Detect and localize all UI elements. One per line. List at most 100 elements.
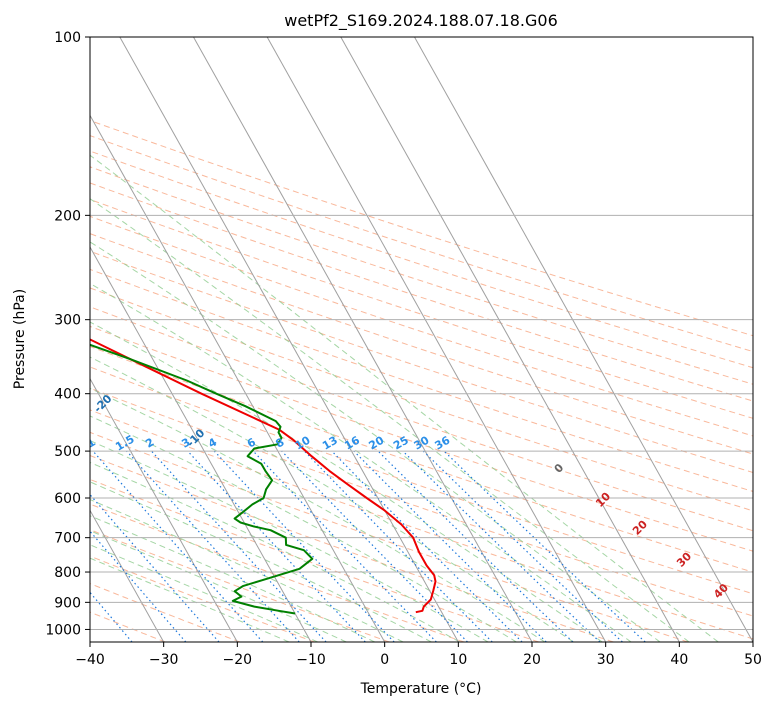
isotherm	[90, 114, 386, 642]
x-axis: −40 −30 −20 −10 0 10 20 30 40 50	[75, 642, 762, 668]
x-tick-label: −10	[296, 652, 326, 668]
plot-area	[90, 37, 753, 642]
moist-adiabat	[90, 440, 489, 642]
x-tick-label: 30	[597, 652, 615, 668]
x-tick-label: 0	[380, 652, 389, 668]
moist-adiabat	[90, 415, 517, 642]
isotherm	[90, 246, 312, 642]
y-tick-label: 500	[54, 444, 81, 460]
dry-adiabat	[90, 431, 689, 642]
moist-adiabat	[90, 154, 719, 642]
mixing-ratio-line	[213, 450, 395, 642]
mixing-ratio-line	[353, 450, 547, 642]
isotherm	[90, 377, 238, 642]
x-axis-label: Temperature (°C)	[360, 681, 482, 697]
moist-adiabat	[90, 356, 574, 642]
dry-adiabat	[90, 287, 753, 512]
x-tick-label: −40	[75, 652, 105, 668]
mixing-ratio-label: 25	[391, 434, 411, 453]
dry-adiabat-label: -20	[91, 392, 114, 415]
y-tick-label: 700	[54, 531, 81, 547]
dry-adiabat	[90, 215, 753, 437]
x-tick-label: 50	[744, 652, 762, 668]
data-lines	[90, 338, 437, 615]
moist-adiabat	[90, 282, 632, 642]
x-tick-label: −30	[149, 652, 179, 668]
mixing-ratio-label: 1	[85, 436, 98, 451]
chart-title: wetPf2_S169.2024.188.07.18.G06	[284, 11, 558, 31]
y-tick-label: 900	[54, 595, 81, 611]
moist-adiabat-label: 0	[552, 461, 567, 476]
moist-adiabat	[90, 461, 460, 642]
mixing-ratio-line	[377, 450, 574, 642]
isopleth-labels: -100-90-80-70-60-50-40-30-20-100.10.20.4…	[8, 392, 731, 601]
mixing-ratio-line	[90, 530, 187, 642]
dry-adiabat	[90, 233, 753, 455]
mixing-ratio-line	[331, 450, 523, 642]
isotherm	[340, 37, 680, 642]
isotherm	[119, 37, 459, 642]
mixing-ratio-label: 20	[366, 433, 386, 452]
x-tick-label: 40	[670, 652, 688, 668]
y-axis-label: Pressure (hPa)	[12, 289, 28, 389]
y-tick-label: 300	[54, 313, 81, 329]
dry-adiabat	[90, 325, 753, 552]
dry-adiabat	[90, 529, 390, 642]
moist-adiabat	[90, 499, 404, 642]
y-tick-label: 200	[54, 208, 81, 224]
sounding-line	[90, 343, 314, 615]
mixing-ratio-label: 4	[206, 435, 219, 450]
dry-adiabat	[90, 345, 753, 573]
moist-adiabat	[90, 387, 546, 642]
dry-adiabat	[90, 555, 315, 642]
y-tick-label: 100	[54, 30, 81, 46]
mixing-ratio-line	[187, 450, 366, 642]
mixing-ratio-line	[151, 450, 327, 642]
dry-adiabat	[90, 455, 614, 642]
mixing-ratio-line	[443, 450, 646, 642]
dry-adiabat	[90, 119, 753, 337]
dry-adiabat	[90, 135, 753, 353]
isotherm	[414, 37, 753, 642]
mixing-ratio-line	[422, 450, 623, 642]
moist-adiabat	[90, 515, 376, 642]
dry-adiabat	[90, 409, 753, 640]
mixing-ratio-label: 0.4	[8, 432, 32, 453]
mixing-ratio-line	[252, 450, 437, 642]
mixing-ratio-label: 16	[342, 433, 362, 452]
mixing-ratio-line	[126, 450, 300, 642]
mixing-ratio-line	[90, 493, 220, 642]
moist-adiabat	[90, 321, 603, 642]
y-tick-label: 400	[54, 387, 81, 403]
dry-adiabat	[90, 250, 753, 474]
x-tick-label: 20	[523, 652, 541, 668]
dry-adiabat	[90, 182, 753, 402]
dry-adiabat	[90, 583, 241, 642]
moist-adiabat	[90, 481, 432, 642]
dry-adiabat	[90, 166, 753, 385]
dry-adiabat	[90, 198, 753, 419]
mixing-ratio-line	[92, 450, 264, 642]
isotherm	[90, 509, 165, 642]
mixing-ratio-label: 10	[293, 433, 313, 452]
isotherm	[193, 37, 533, 642]
moist-adiabat	[90, 198, 690, 642]
moist-adiabat	[90, 241, 661, 642]
mixing-ratio-label: 8	[273, 436, 286, 451]
dry-adiabat	[90, 478, 539, 642]
isotherm	[266, 37, 607, 642]
y-tick-label: 600	[54, 491, 81, 507]
mixing-ratio-line	[402, 450, 601, 642]
dry-adiabat	[90, 268, 753, 492]
moist-adiabat-label: 30	[674, 549, 694, 569]
y-tick-label: 800	[54, 565, 81, 581]
y-tick-label: 1000	[45, 622, 81, 638]
mixing-ratio-label: 2	[143, 436, 156, 451]
y-axis: 100 200 300 400 500 600 700 800 900 1000	[45, 30, 90, 638]
x-tick-label: 10	[449, 652, 467, 668]
moist-adiabat	[90, 530, 347, 642]
dry-adiabat	[90, 387, 753, 617]
moist-adiabat	[90, 544, 318, 642]
dry-adiabat	[90, 366, 753, 595]
